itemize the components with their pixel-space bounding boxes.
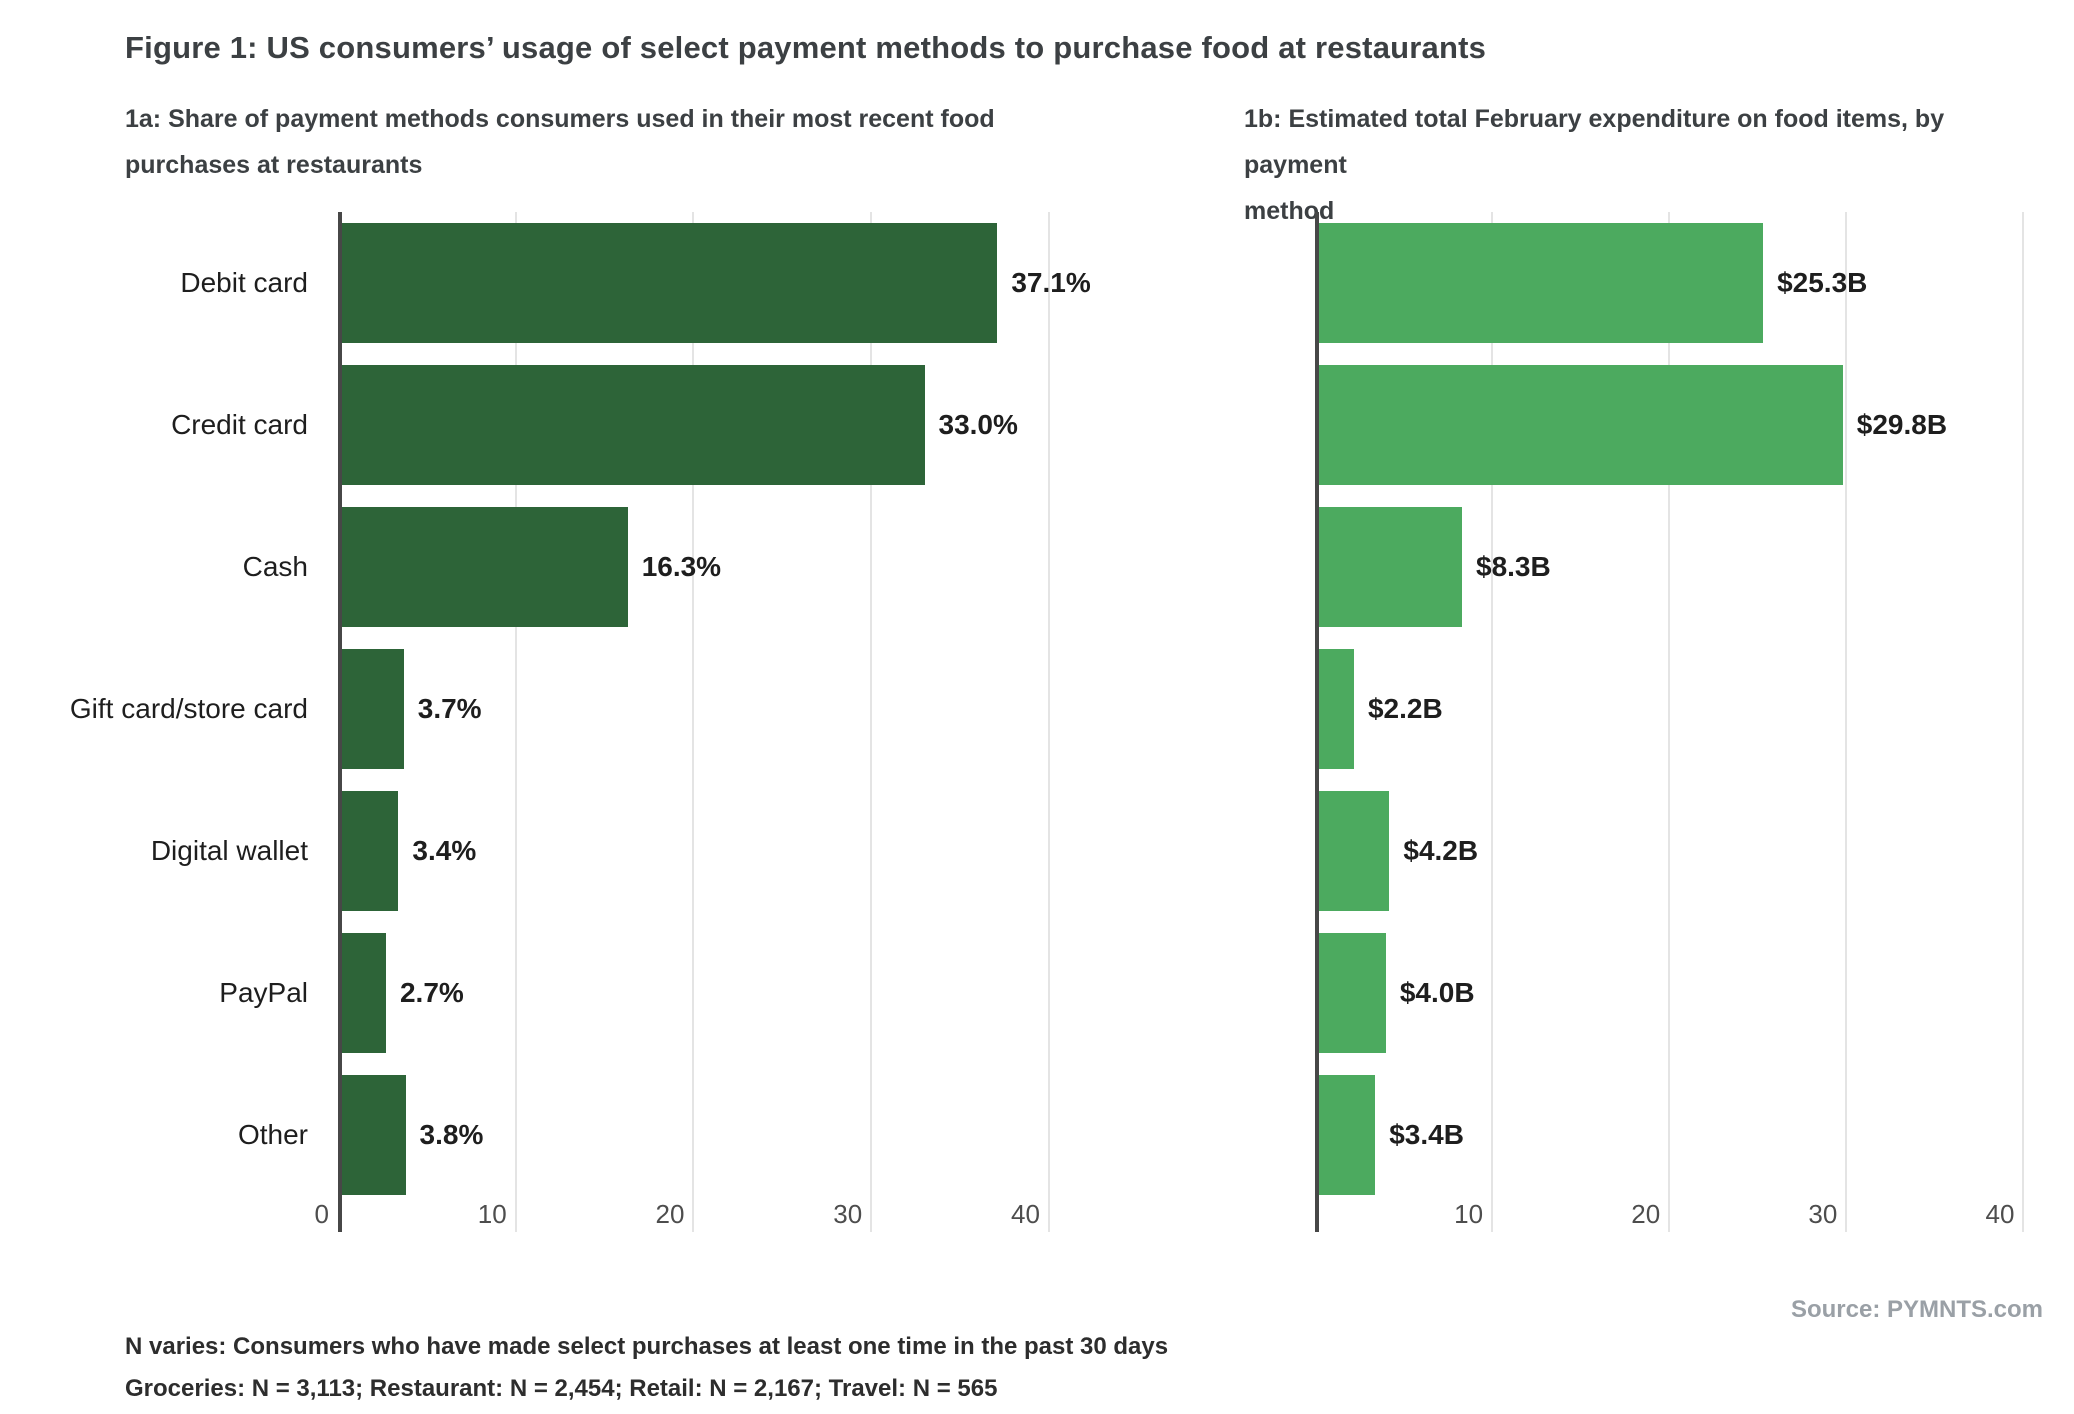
bar-row-gift-card-store-card: $2.2B — [1315, 638, 2050, 780]
x-tick-40: 40 — [1985, 1199, 2015, 1229]
value-label-digital-wallet: 3.4% — [412, 835, 477, 866]
chart-1a-grid — [338, 212, 1120, 1232]
x-tick-40: 40 — [1010, 1199, 1040, 1229]
bar-row-gift-card-store-card: 3.7% — [338, 638, 1120, 780]
value-label-other: 3.8% — [419, 1119, 484, 1150]
value-label-digital-wallet: $4.2B — [1403, 835, 1479, 866]
bar-row-cash: $8.3B — [1315, 496, 2050, 638]
category-label-cash: Cash — [242, 551, 308, 582]
gridline-10 — [514, 212, 517, 1232]
bar-debit-card — [1315, 223, 1764, 343]
bar-row-digital-wallet: $4.2B — [1315, 780, 2050, 922]
x-tick-10: 10 — [1454, 1199, 1484, 1229]
bar-debit-card — [338, 223, 998, 343]
bar-paypal — [1315, 933, 1386, 1053]
bar-row-cash: 16.3% — [338, 496, 1120, 638]
category-label-debit-card: Debit card — [180, 267, 308, 298]
x-tick-0: 0 — [314, 1199, 329, 1229]
value-label-paypal: $4.0B — [1399, 977, 1475, 1008]
gridline-40 — [1047, 212, 1050, 1232]
bar-row-paypal: $4.0B — [1315, 922, 2050, 1064]
value-label-cash: 16.3% — [641, 551, 722, 582]
category-label-other: Other — [237, 1119, 308, 1150]
category-label-gift-card-store-card: Gift card/store card — [69, 693, 308, 724]
chart-1a-subtitle-line2: purchases at restaurants — [125, 151, 423, 179]
bar-paypal — [338, 933, 386, 1053]
bar-other — [338, 1075, 406, 1195]
value-label-credit-card: 33.0% — [938, 409, 1018, 440]
chart-1b-subtitle-line2: method — [1244, 197, 1335, 225]
y-axis-line — [1315, 212, 1319, 1232]
category-label-credit-card: Credit card — [171, 409, 308, 440]
chart-1a-subtitle: 1a: Share of payment methods consumers u… — [125, 96, 1045, 188]
chart-1b-grid — [1315, 212, 2050, 1232]
value-label-credit-card: $29.8B — [1856, 409, 1948, 440]
footnote-line1: N varies: Consumers who have made select… — [125, 1333, 1169, 1360]
chart-1b-plot: $25.3B $29.8B $8.3B $2.2B $4.2B $4.0B $3.4B 10 2… — [1315, 212, 2050, 1232]
x-tick-10: 10 — [477, 1199, 507, 1229]
x-tick-30: 30 — [833, 1199, 863, 1229]
bar-credit-card — [1315, 365, 1843, 485]
bar-row-credit-card: $29.8B — [1315, 354, 2050, 496]
source-credit: Source: PYMNTS.com — [1790, 1296, 2043, 1323]
chart-1b-subtitle-line1: 1b: Estimated total February expenditure… — [1244, 105, 1945, 179]
bar-row-debit-card: $25.3B — [1315, 212, 2050, 354]
chart-1a-subtitle-line1: 1a: Share of payment methods consumers u… — [125, 105, 995, 133]
chart-1a: Debit card Credit card Cash Gift card/store… — [40, 212, 1120, 1232]
bar-row-other: 3.8% — [338, 1064, 1120, 1206]
x-tick-20: 20 — [655, 1199, 685, 1229]
bar-other — [1315, 1075, 1376, 1195]
chart-1b-subtitle: 1b: Estimated total February expenditure… — [1244, 96, 2044, 234]
bar-credit-card — [338, 365, 925, 485]
bar-gift-card-store-card — [338, 649, 404, 769]
bar-digital-wallet — [338, 791, 399, 911]
value-label-paypal: 2.7% — [399, 977, 464, 1008]
gridline-40 — [2022, 212, 2025, 1232]
bar-row-digital-wallet: 3.4% — [338, 780, 1120, 922]
chart-1b: $25.3B $29.8B $8.3B $2.2B $4.2B $4.0B $3.4B 10 2… — [1315, 212, 2050, 1232]
category-label-paypal: PayPal — [219, 977, 308, 1008]
gridline-20 — [692, 212, 695, 1232]
figure-title: Figure 1: US consumers’ usage of select … — [125, 30, 1487, 65]
chart-1a-category-labels: Debit card Credit card Cash Gift card/store… — [40, 212, 338, 1232]
value-label-debit-card: 37.1% — [1011, 267, 1091, 298]
value-label-gift-card-store-card: $2.2B — [1367, 693, 1443, 724]
value-label-gift-card-store-card: 3.7% — [417, 693, 482, 724]
bar-gift-card-store-card — [1315, 649, 1354, 769]
footnote-line2: Groceries: N = 3,113; Restaurant: N = 2,… — [125, 1375, 998, 1402]
chart-1a-plot: 37.1% 33.0% 16.3% 3.7% 3.4% 2.7% 3.8% 0 10 20 30 40 — [315, 212, 1120, 1232]
y-axis-line — [338, 212, 342, 1232]
x-tick-20: 20 — [1631, 1199, 1661, 1229]
value-label-debit-card: $25.3B — [1777, 267, 1868, 298]
bar-row-paypal: 2.7% — [338, 922, 1120, 1064]
chart-1b-bars: $25.3B $29.8B $8.3B $2.2B $4.2B $4.0B $3.4B — [1315, 212, 2050, 1206]
bar-row-other: $3.4B — [1315, 1064, 2050, 1206]
bar-row-credit-card: 33.0% — [338, 354, 1120, 496]
gridline-10 — [1491, 212, 1494, 1232]
gridline-20 — [1668, 212, 1671, 1232]
value-label-other: $3.4B — [1389, 1119, 1464, 1150]
bar-row-debit-card: 37.1% — [338, 212, 1120, 354]
gridline-30 — [1845, 212, 1848, 1232]
bar-cash — [338, 507, 628, 627]
bar-cash — [1315, 507, 1462, 627]
gridline-30 — [870, 212, 873, 1232]
category-label-digital-wallet: Digital wallet — [150, 835, 308, 866]
x-tick-30: 30 — [1808, 1199, 1838, 1229]
value-label-cash: $8.3B — [1476, 551, 1551, 582]
chart-1a-bars: 37.1% 33.0% 16.3% 3.7% 3.4% 2.7% 3.8% — [338, 212, 1120, 1206]
bar-digital-wallet — [1315, 791, 1390, 911]
